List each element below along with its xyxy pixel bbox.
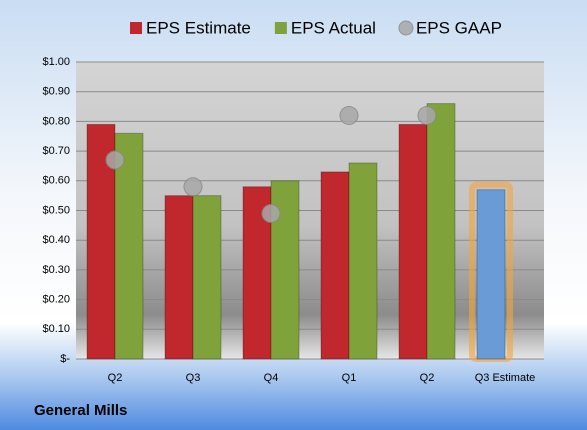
y-tick-label: $-	[60, 353, 70, 365]
bar	[476, 189, 506, 360]
bar	[348, 162, 378, 360]
legend-label: EPS Actual	[291, 18, 376, 37]
y-tick-label: $0.60	[42, 175, 70, 187]
gaap-marker	[339, 105, 359, 125]
y-tick-label: $0.50	[42, 204, 70, 216]
x-tick-label: Q3	[186, 372, 201, 384]
bar	[398, 123, 428, 360]
legend-marker	[130, 22, 142, 34]
bar	[114, 132, 144, 360]
bar	[426, 103, 456, 360]
bar	[320, 171, 350, 360]
legend-marker	[398, 20, 414, 36]
y-tick-label: $0.90	[42, 86, 70, 98]
y-tick-label: $0.70	[42, 145, 70, 157]
gaap-marker	[183, 177, 203, 197]
y-tick-label: $0.20	[42, 294, 70, 306]
gaap-marker	[105, 150, 125, 170]
bar	[192, 195, 222, 360]
x-tick-label: Q2	[420, 372, 435, 384]
y-tick-label: $0.30	[42, 264, 70, 276]
x-tick-label: Q2	[108, 372, 123, 384]
gaap-marker	[261, 203, 281, 223]
chart-title: General Mills	[34, 402, 127, 419]
y-tick-label: $0.80	[42, 115, 70, 127]
x-tick-label: Q4	[264, 372, 279, 384]
y-tick-label: $0.10	[42, 323, 70, 335]
y-tick-label: $0.40	[42, 234, 70, 246]
bar	[164, 195, 194, 360]
legend-marker	[274, 22, 287, 34]
gaap-marker	[417, 105, 437, 125]
x-tick-label: Q1	[342, 372, 357, 384]
x-tick-label: Q3 Estimate	[475, 372, 536, 384]
y-tick-label: $1.00	[42, 56, 70, 68]
legend-label: EPS GAAP	[416, 18, 502, 37]
legend-label: EPS Estimate	[146, 18, 251, 37]
